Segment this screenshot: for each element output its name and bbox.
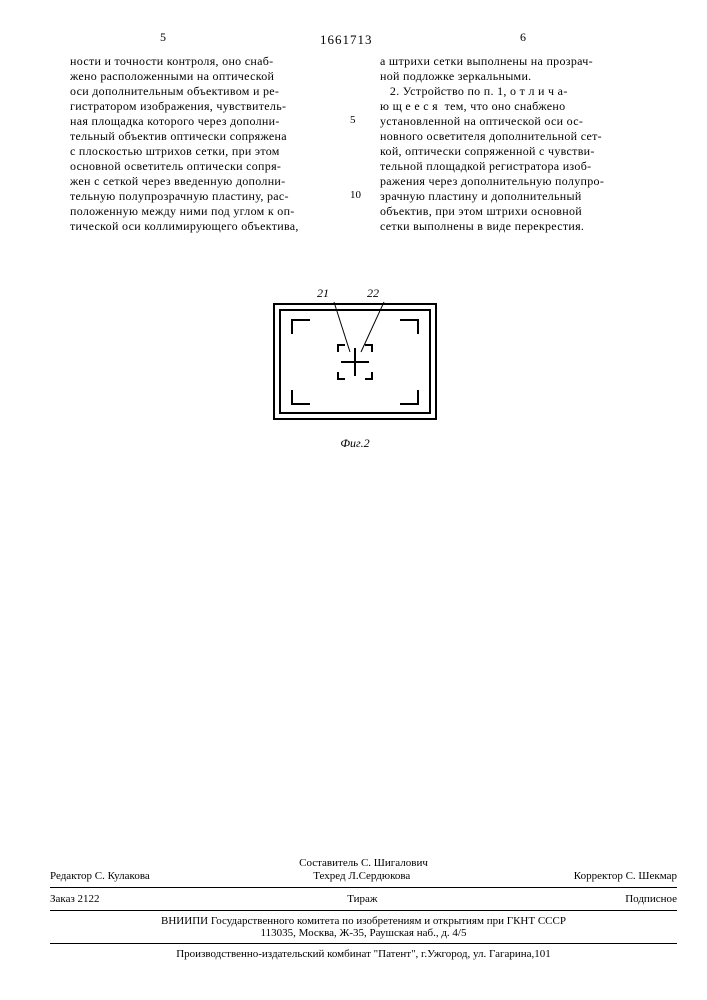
figure-2: 21 22 [255, 290, 455, 451]
footer-tirazh: Тираж [347, 893, 377, 905]
footer-editor: Редактор С. Кулакова [50, 870, 150, 882]
footer-corrector: Корректор С. Шекмар [574, 870, 677, 882]
footer-techred: Техред Л.Сердюкова [313, 870, 410, 882]
footer-prod: Производственно-издательский комбинат "П… [50, 948, 677, 960]
footer-podpisnoe: Подписное [625, 893, 677, 905]
footer-composer: Составитель С. Шигалович [50, 857, 677, 869]
figure-label-22: 22 [367, 286, 379, 301]
page-number-left: 5 [160, 30, 166, 45]
line-marker-10: 10 [350, 189, 361, 201]
footer-vniipi-1: ВНИИПИ Государственного комитета по изоб… [50, 915, 677, 927]
footer: Составитель С. Шигалович Редактор С. Кул… [50, 857, 677, 960]
line-marker-5: 5 [350, 114, 356, 126]
footer-order: Заказ 2122 [50, 893, 100, 905]
text-column-left: ности и точности контроля, оно снаб- жен… [70, 54, 350, 234]
patent-number: 1661713 [320, 32, 373, 48]
page-number-right: 6 [520, 30, 526, 45]
figure-caption: Фиг.2 [255, 436, 455, 451]
footer-vniipi-2: 113035, Москва, Ж-35, Раушская наб., д. … [50, 927, 677, 939]
figure-label-21: 21 [317, 286, 329, 301]
text-column-right: а штрихи сетки выполнены на прозрач- ной… [380, 54, 660, 234]
figure-svg [268, 290, 443, 425]
